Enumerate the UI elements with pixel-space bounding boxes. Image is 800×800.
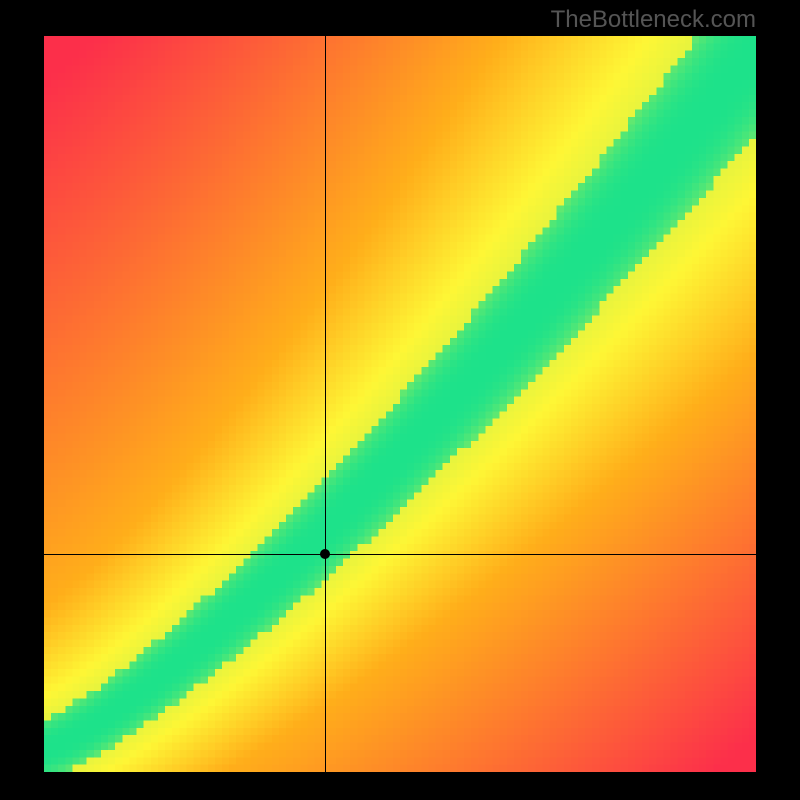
watermark-text: TheBottleneck.com [551,6,756,34]
chart-container: TheBottleneck.com [0,0,800,800]
crosshair-horizontal [44,554,756,555]
bottleneck-heatmap [44,36,756,772]
crosshair-vertical [325,36,326,772]
